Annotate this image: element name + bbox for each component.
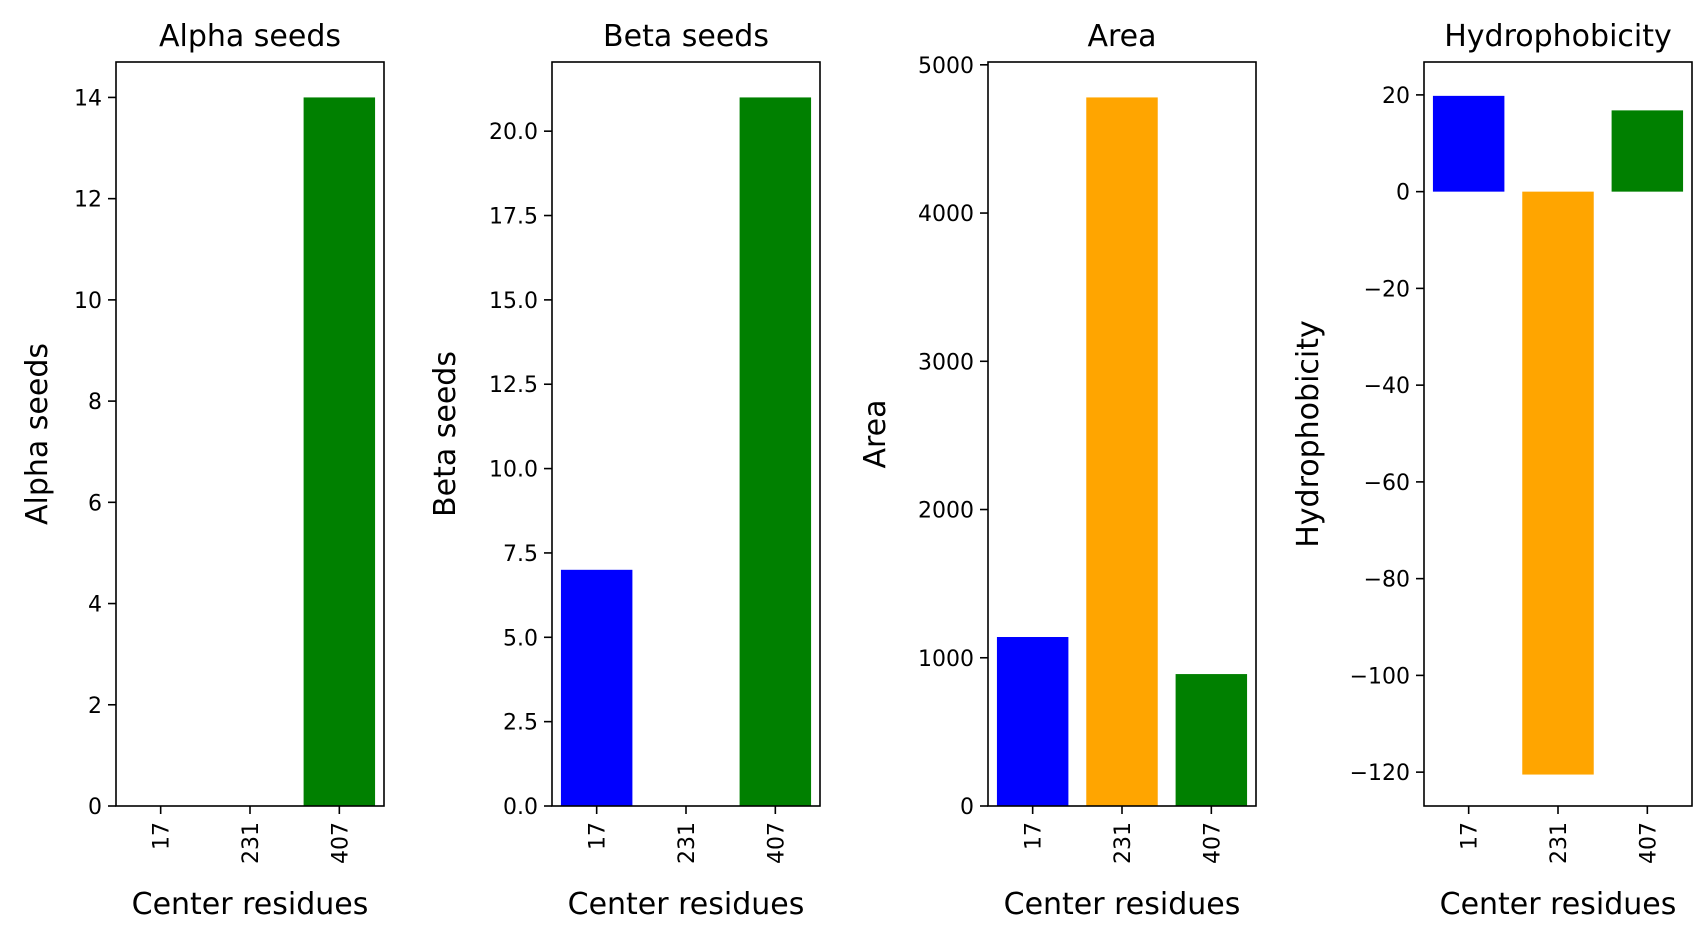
y-axis-label: Alpha seeds	[20, 343, 55, 525]
y-tick-label: 14	[74, 86, 102, 111]
y-tick-label: 8	[88, 390, 102, 415]
y-tick-label: 1000	[918, 647, 974, 672]
y-tick-label: −120	[1350, 761, 1410, 786]
x-tick-label: 407	[328, 822, 353, 864]
y-tick-label: 0.0	[503, 795, 538, 820]
y-tick-label: 10	[74, 289, 102, 314]
bar-17	[1432, 95, 1505, 192]
x-tick-label: 407	[764, 822, 789, 864]
y-tick-label: 10.0	[489, 458, 538, 483]
x-axis-label: Center residues	[568, 887, 805, 922]
y-axis-label: Hydrophobicity	[1291, 320, 1326, 548]
bar-17	[560, 569, 633, 806]
y-tick-label: 12	[74, 188, 102, 213]
bar-407	[1611, 110, 1684, 192]
x-tick-label: 231	[1111, 822, 1136, 864]
chart-panel-2: 0.0 2.5 5.0 7.5 10.0 12.5 15.0 17.5 20.0 17 231 407…	[428, 19, 821, 922]
y-tick-label: 20	[1382, 84, 1410, 109]
bar-407	[303, 97, 376, 806]
x-tick-label: 17	[1022, 822, 1047, 850]
y-tick-label: 3000	[918, 350, 974, 375]
y-tick-label: 2.5	[503, 711, 538, 736]
x-tick-label: 231	[1547, 822, 1572, 864]
chart-panel-1: 0 2 4 6 8 10 12 14 17 231 407 Alpha seeds Center res…	[20, 19, 385, 922]
x-tick-label: 407	[1200, 822, 1225, 864]
x-tick-label: 17	[150, 822, 175, 850]
chart-title: Hydrophobicity	[1444, 19, 1672, 54]
x-axis-label: Center residues	[132, 887, 369, 922]
y-tick-label: 15.0	[489, 289, 538, 314]
bar-407	[739, 97, 812, 806]
x-tick-label: 17	[586, 822, 611, 850]
y-tick-label: 4000	[918, 202, 974, 227]
y-tick-label: 5.0	[503, 626, 538, 651]
y-tick-label: −100	[1350, 664, 1410, 689]
y-tick-label: −40	[1364, 374, 1410, 399]
x-tick-label: 231	[675, 822, 700, 864]
chart-title: Alpha seeds	[159, 19, 341, 54]
y-axis-label: Beta seeds	[428, 351, 463, 517]
chart-panel-4: 20 0 −20 −40 −60 −80 −100 −120 17 231 407 Hydrophob…	[1291, 19, 1693, 922]
chart-panel-3: 0 1000 2000 3000 4000 5000 17 231 407 Area Center …	[858, 19, 1257, 922]
y-tick-label: 0	[960, 795, 974, 820]
chart-title: Beta seeds	[603, 19, 769, 54]
y-tick-label: 17.5	[489, 205, 538, 230]
chart-title: Area	[1087, 19, 1156, 54]
y-tick-label: 7.5	[503, 542, 538, 567]
x-axis-label: Center residues	[1004, 887, 1241, 922]
y-tick-label: −80	[1364, 568, 1410, 593]
bar-231	[1522, 191, 1594, 775]
y-tick-label: 6	[88, 491, 102, 516]
y-tick-label: −60	[1364, 471, 1410, 496]
y-axis-label: Area	[858, 399, 893, 468]
y-tick-label: 4	[88, 593, 102, 618]
x-tick-label: 231	[239, 822, 264, 864]
y-tick-label: 2	[88, 694, 102, 719]
y-tick-label: 0	[88, 795, 102, 820]
x-tick-label: 17	[1458, 822, 1483, 850]
bar-17	[996, 637, 1069, 806]
bar-407	[1175, 674, 1248, 806]
y-tick-label: 0	[1396, 181, 1410, 206]
y-tick-label: 12.5	[489, 373, 538, 398]
y-tick-label: 5000	[918, 54, 974, 79]
y-tick-label: 20.0	[489, 120, 538, 145]
bar-231	[1086, 97, 1158, 806]
y-tick-label: 2000	[918, 499, 974, 524]
x-axis-label: Center residues	[1440, 887, 1677, 922]
y-tick-label: −20	[1364, 277, 1410, 302]
x-tick-label: 407	[1636, 822, 1661, 864]
